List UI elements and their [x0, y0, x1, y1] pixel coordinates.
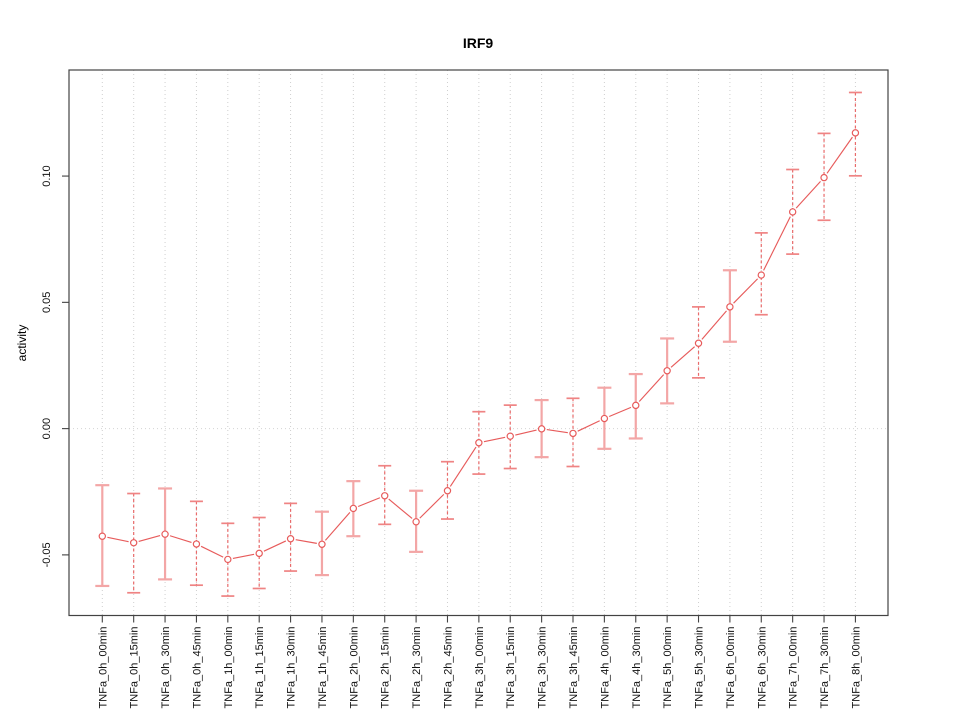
series-line-segment: [670, 346, 695, 368]
x-tick-label: TNFa_8h_00min: [850, 627, 862, 709]
series-line-segment: [763, 216, 791, 271]
x-tick-label: TNFa_3h_45min: [568, 627, 580, 709]
series-line-segment: [608, 406, 632, 418]
x-tick-label: TNFa_1h_30min: [286, 627, 298, 709]
data-point: [349, 504, 358, 513]
data-point: [224, 555, 232, 564]
data-point: [443, 487, 452, 495]
data-point: [694, 339, 703, 347]
gridlines: [69, 70, 888, 616]
series-line-segment: [826, 136, 853, 174]
y-tick-label: -0.05: [41, 542, 53, 567]
data-point: [820, 173, 828, 182]
y-tick-label: 0.05: [41, 292, 53, 313]
x-tick-label: TNFa_0h_00min: [97, 627, 109, 709]
data-point: [475, 439, 483, 447]
data-point: [851, 129, 860, 137]
data-point: [318, 540, 326, 548]
series-line-segment: [638, 374, 665, 402]
series-line-segment: [324, 511, 351, 541]
data-point: [506, 432, 514, 440]
axis-ticks: [62, 175, 856, 623]
x-tick-label: TNFa_6h_30min: [756, 627, 768, 709]
x-tick-label: TNFa_1h_00min: [223, 627, 235, 709]
data-points: [98, 129, 860, 564]
series-line: [107, 136, 853, 560]
series-line-segment: [263, 540, 287, 552]
x-tick-label: TNFa_2h_45min: [442, 627, 454, 709]
data-point: [255, 549, 263, 558]
data-point: [757, 271, 765, 279]
series-line-segment: [515, 429, 537, 436]
series-line-segment: [232, 553, 255, 560]
data-point: [381, 492, 389, 500]
data-point: [537, 425, 546, 433]
series-line-segment: [169, 535, 192, 544]
x-tick-label: TNFa_0h_30min: [160, 627, 172, 709]
data-point: [129, 539, 138, 547]
x-tick-label: TNFa_2h_15min: [380, 627, 392, 709]
data-point: [569, 429, 577, 438]
data-point: [161, 530, 169, 538]
x-tick-label: TNFa_4h_30min: [631, 627, 643, 709]
x-tick-label: TNFa_0h_45min: [191, 627, 203, 709]
data-point: [600, 414, 609, 423]
y-tick-labels: -0.05 0.00 0.05 0.10: [41, 165, 53, 567]
series-line-segment: [795, 181, 821, 209]
x-tick-label: TNFa_3h_00min: [474, 627, 486, 709]
x-tick-label: TNFa_0h_15min: [129, 627, 141, 709]
x-tick-label: TNFa_5h_00min: [662, 627, 674, 709]
series-line-segment: [388, 498, 413, 519]
y-axis-label: activity: [15, 325, 29, 362]
x-tick-label: TNFa_7h_00min: [788, 627, 800, 709]
x-tick-label: TNFa_1h_45min: [317, 627, 329, 709]
data-point: [726, 303, 734, 311]
series-line-segment: [701, 310, 727, 340]
chart-title: IRF9: [463, 35, 494, 51]
x-tick-label: TNFa_2h_00min: [348, 627, 360, 709]
data-point: [788, 208, 797, 216]
data-point: [663, 367, 671, 375]
series-line-segment: [419, 493, 445, 519]
series-line-segment: [200, 545, 224, 558]
x-tick-label: TNFa_3h_30min: [537, 627, 549, 709]
x-tick-label: TNFa_6h_00min: [725, 627, 737, 709]
x-tick-label: TNFa_1h_15min: [254, 627, 266, 709]
data-point: [192, 540, 201, 548]
x-tick-label: TNFa_5h_30min: [694, 627, 706, 709]
series-line-segment: [357, 497, 381, 508]
y-tick-label: 0.00: [41, 418, 53, 439]
data-point: [412, 518, 420, 526]
y-tick-label: 0.10: [41, 165, 53, 186]
series-line-segment: [733, 278, 759, 304]
series-line-segment: [577, 420, 600, 432]
series-line-segment: [138, 534, 161, 542]
x-tick-label: TNFa_2h_30min: [411, 627, 423, 709]
series-line-segment: [546, 429, 568, 434]
x-tick-label: TNFa_7h_30min: [819, 627, 831, 709]
data-point: [98, 532, 107, 540]
x-tick-label: TNFa_4h_00min: [599, 627, 611, 709]
x-tick-labels: TNFa_0h_00min TNFa_0h_15min TNFa_0h_30min T…: [97, 627, 862, 709]
series-line-segment: [107, 536, 129, 543]
x-tick-label: TNFa_3h_15min: [505, 627, 517, 709]
data-point: [632, 401, 640, 410]
error-bars: [95, 91, 862, 597]
series-line-segment: [483, 436, 506, 443]
data-point: [286, 535, 295, 543]
series-line-segment: [449, 446, 477, 487]
series-line-segment: [295, 539, 317, 544]
